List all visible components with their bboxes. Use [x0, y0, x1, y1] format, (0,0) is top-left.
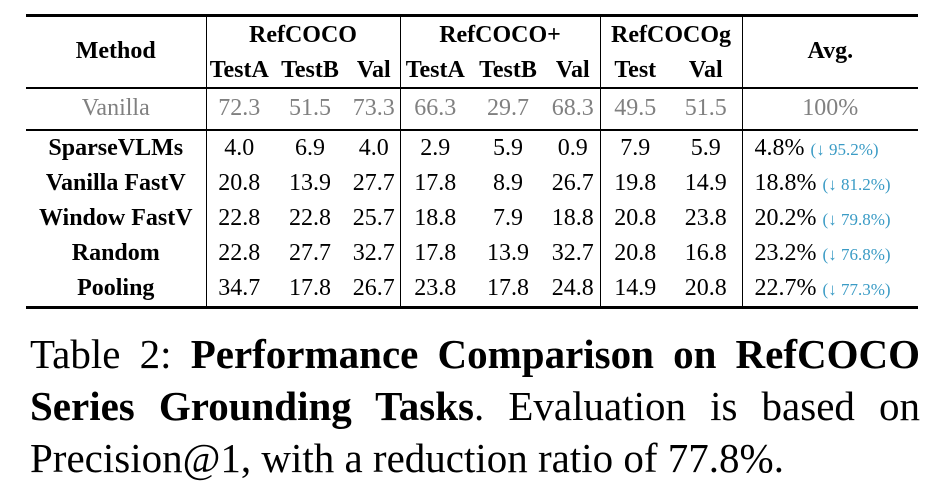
value-cell: 7.9: [599, 129, 671, 166]
value-cell: 51.5: [289, 95, 331, 121]
value-cell: 6.9: [295, 134, 325, 161]
value-cell: 13.9: [487, 239, 529, 266]
value-cell: 14.9: [599, 270, 671, 307]
avg-header: Avg.: [741, 15, 919, 89]
value-cell: 27.7: [289, 239, 331, 266]
subheader-test: Test: [599, 53, 671, 88]
value-cell: 20.8: [684, 274, 727, 301]
value-cell: 13.9: [289, 169, 331, 196]
value-cell: 20.8: [599, 200, 671, 236]
subheader-testb: TestB: [479, 56, 537, 83]
group-header-refcoco: RefCOCO: [205, 15, 400, 54]
subheader-val: Val: [688, 56, 723, 83]
method-cell: Vanilla FastV: [45, 169, 186, 196]
caption-title: Performance Comparison on RefCOCO Series…: [30, 331, 921, 429]
table-row: Vanilla FastV 20.8 13.9 27.7 17.8 8.9 26.7 19.8…: [26, 165, 919, 201]
value-cell: 5.9: [690, 134, 721, 161]
table-row: SparseVLMs 4.0 6.9 4.0 2.9 5.9 0.9 7.9 5.9 4.8% (…: [26, 129, 919, 166]
value-cell: 20.8: [205, 165, 272, 201]
value-cell: 4.0: [358, 134, 389, 161]
value-cell: 20.8: [599, 235, 671, 271]
avg-cell: 18.8% (↓ 81.2%): [741, 165, 919, 201]
value-cell: 8.9: [493, 169, 523, 196]
method-cell: Random: [71, 239, 160, 266]
method-cell: SparseVLMs: [48, 134, 184, 161]
subheader-val: Val: [356, 56, 391, 83]
value-cell: 17.8: [487, 274, 529, 301]
value-cell: 73.3: [352, 95, 395, 121]
value-cell: 24.8: [551, 274, 594, 301]
avg-value: 20.2%: [754, 204, 817, 231]
caption-label: Table 2:: [30, 331, 172, 377]
results-table-container: Method RefCOCO RefCOCO+ RefCOCOg Avg. Te…: [26, 14, 919, 309]
value-cell: 2.9: [399, 129, 470, 166]
avg-value: 23.2%: [754, 239, 817, 266]
results-table: Method RefCOCO RefCOCO+ RefCOCOg Avg. Te…: [26, 14, 919, 309]
avg-value: 18.8%: [754, 169, 817, 196]
value-cell: 7.9: [493, 204, 523, 231]
value-cell: 32.7: [352, 239, 395, 266]
value-cell: 29.7: [487, 95, 529, 121]
value-cell: 22.8: [205, 235, 272, 271]
value-cell: 18.8: [551, 204, 594, 231]
avg-cell: 100%: [741, 87, 919, 130]
method-cell: Vanilla: [81, 95, 150, 121]
value-cell: 66.3: [399, 87, 470, 130]
method-cell: Window FastV: [38, 204, 193, 231]
value-cell: 14.9: [684, 169, 727, 196]
value-cell: 23.8: [684, 204, 727, 231]
value-cell: 49.5: [599, 87, 671, 130]
avg-cell: 20.2% (↓ 79.8%): [741, 200, 919, 236]
subheader-testb: TestB: [281, 56, 339, 83]
reduction-badge: (↓ 77.3%): [822, 279, 891, 299]
value-cell: 27.7: [352, 169, 395, 196]
subheader-testa: TestA: [205, 53, 272, 88]
value-cell: 68.3: [551, 95, 594, 121]
avg-value: 22.7%: [754, 274, 817, 301]
value-cell: 32.7: [551, 239, 594, 266]
table-row: Pooling 34.7 17.8 26.7 23.8 17.8 24.8 14.9 20.8 2…: [26, 270, 919, 307]
method-cell: Pooling: [77, 274, 155, 301]
reduction-badge: (↓ 79.8%): [822, 209, 891, 229]
avg-cell: 22.7% (↓ 77.3%): [741, 270, 919, 307]
value-cell: 0.9: [557, 134, 588, 161]
value-cell: 72.3: [205, 87, 272, 130]
value-cell: 16.8: [684, 239, 727, 266]
table-row: Random 22.8 27.7 32.7 17.8 13.9 32.7 20.8 16.8 23…: [26, 235, 919, 271]
value-cell: 51.5: [684, 95, 727, 121]
value-cell: 19.8: [599, 165, 671, 201]
reduction-badge: (↓ 81.2%): [822, 174, 891, 194]
table-body: SparseVLMs 4.0 6.9 4.0 2.9 5.9 0.9 7.9 5.9 4.8% (…: [26, 129, 919, 307]
value-cell: 5.9: [493, 134, 523, 161]
value-cell: 22.8: [289, 204, 331, 231]
reduction-badge: (↓ 95.2%): [810, 139, 879, 159]
table-row: Window FastV 22.8 22.8 25.7 18.8 7.9 18.8 20.8 2…: [26, 200, 919, 236]
value-cell: 17.8: [289, 274, 331, 301]
value-cell: 26.7: [352, 274, 395, 301]
value-cell: 34.7: [205, 270, 272, 307]
value-cell: 18.8: [399, 200, 470, 236]
avg-cell: 23.2% (↓ 76.8%): [741, 235, 919, 271]
value-cell: 17.8: [399, 235, 470, 271]
value-cell: 23.8: [399, 270, 470, 307]
method-header: Method: [26, 15, 206, 89]
group-header-refcoco-plus: RefCOCO+: [399, 15, 601, 54]
group-header-refcocog: RefCOCOg: [599, 15, 743, 54]
value-cell: 25.7: [352, 204, 395, 231]
value-cell: 4.0: [205, 129, 272, 166]
table-row-vanilla: Vanilla 72.3 51.5 73.3 66.3 29.7 68.3 49…: [26, 87, 919, 130]
value-cell: 26.7: [551, 169, 594, 196]
caption-text: . Evaluation is based on Precision@1, wi…: [30, 383, 921, 481]
subheader-val: Val: [555, 56, 590, 83]
value-cell: 17.8: [399, 165, 470, 201]
avg-cell: 4.8% (↓ 95.2%): [741, 129, 919, 166]
subheader-testa: TestA: [399, 53, 470, 88]
reduction-badge: (↓ 76.8%): [822, 244, 891, 264]
avg-value: 4.8%: [754, 134, 805, 161]
table-caption: Table 2: Performance Comparison on RefCO…: [30, 328, 920, 484]
value-cell: 22.8: [205, 200, 272, 236]
